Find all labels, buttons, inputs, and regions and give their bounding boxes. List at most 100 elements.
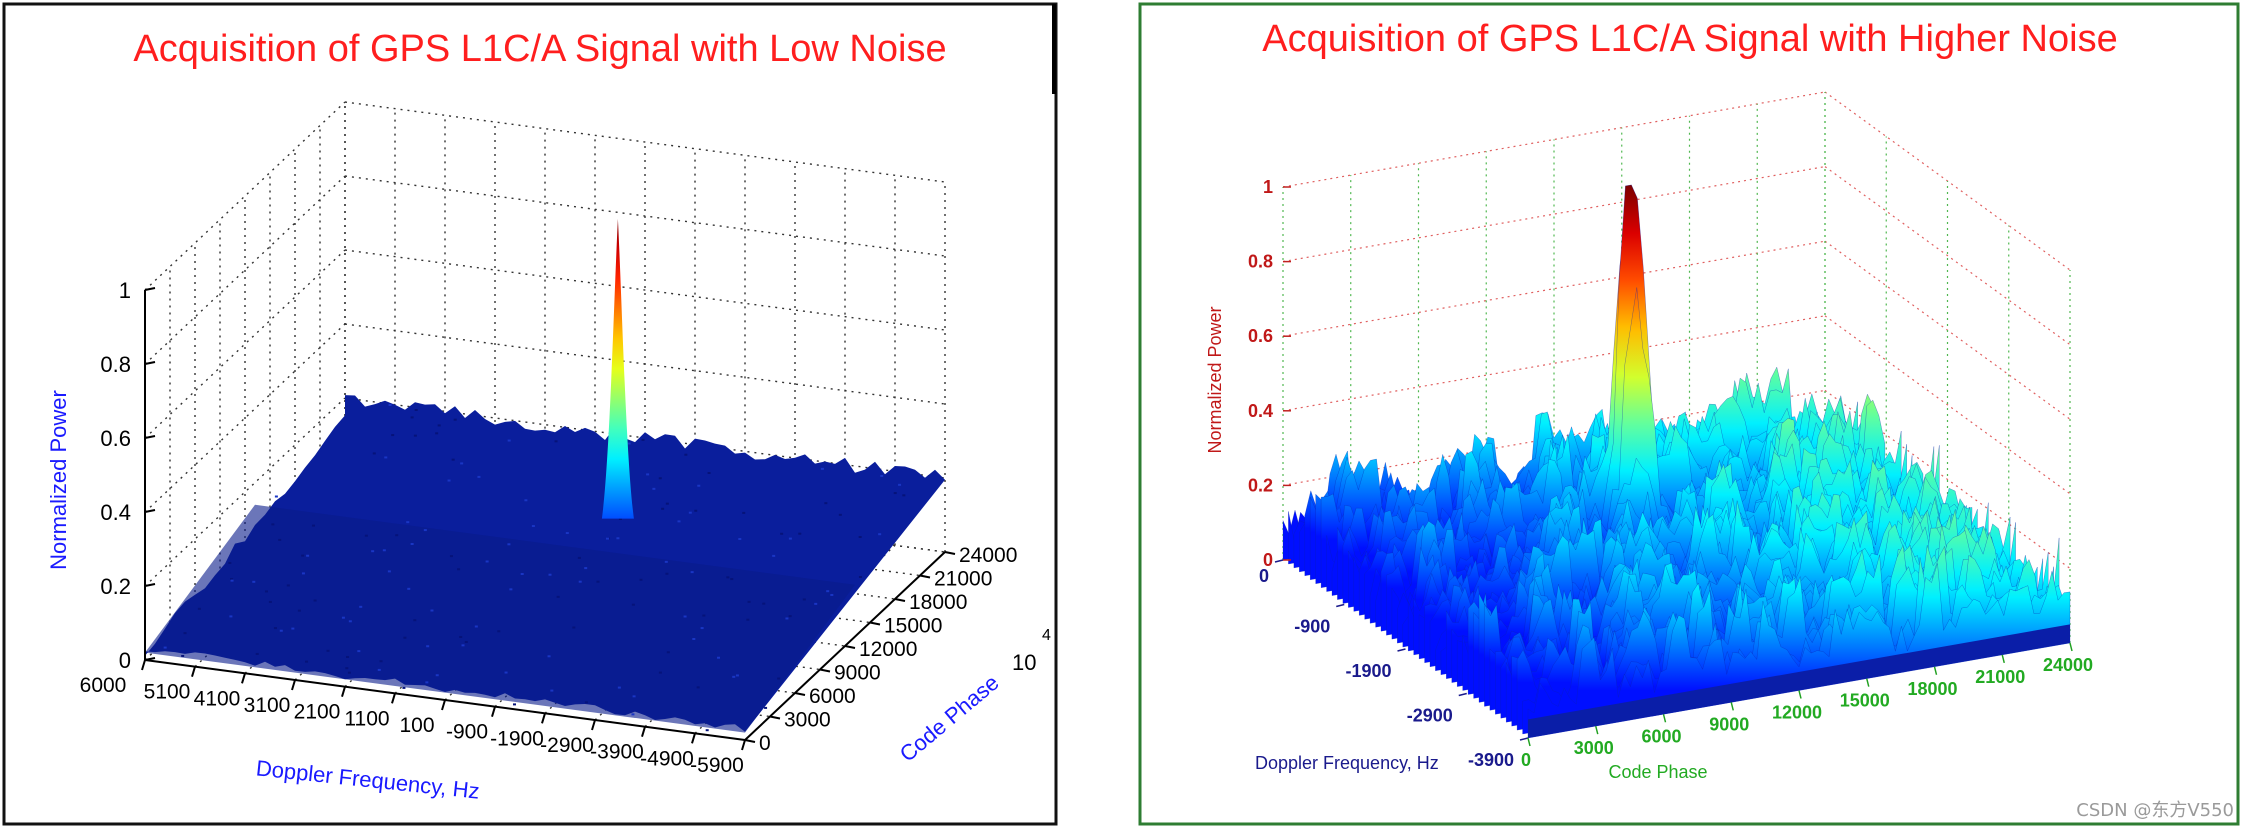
chart-panel-low-noise: Acquisition of GPS L1C/A Signal with Low… xyxy=(0,0,1060,828)
surface-front-edge xyxy=(1528,624,2070,738)
z-tick-label: 0 xyxy=(1263,550,1273,570)
surface-speckle xyxy=(229,615,233,618)
surface-speckle xyxy=(677,520,681,523)
surface-speckle xyxy=(665,502,669,505)
surface-speckle xyxy=(402,686,406,689)
surface-speckle xyxy=(451,458,455,461)
surface-speckle xyxy=(485,560,489,563)
surface-speckle xyxy=(554,440,558,443)
code-phase-tick xyxy=(894,598,906,602)
surface-speckle xyxy=(785,617,789,620)
code-phase-tick xyxy=(1662,714,1667,723)
surface-speckle xyxy=(230,577,234,580)
code-phase-tick xyxy=(944,551,956,555)
doppler-tick-label: -5900 xyxy=(690,754,744,777)
surface-speckle xyxy=(230,579,234,582)
z-tick-label: 0.2 xyxy=(100,574,131,599)
surface-speckle xyxy=(641,438,645,441)
code-phase-tick-label: 9000 xyxy=(1709,714,1749,734)
surface-speckle xyxy=(717,656,721,659)
surface-speckle xyxy=(379,660,383,663)
surface-speckle xyxy=(507,439,511,442)
surface-speckle xyxy=(550,689,554,692)
doppler-tick-label: 1100 xyxy=(344,707,389,730)
z-tick-label: 0.6 xyxy=(1248,326,1273,346)
surface-speckle xyxy=(802,598,806,601)
surface-speckle xyxy=(306,554,310,557)
z-tick-label: 0.4 xyxy=(1248,401,1273,421)
surface-speckle xyxy=(391,434,395,437)
exponent-superscript: 4 xyxy=(1042,627,1051,644)
code-phase-tick xyxy=(2001,654,2005,664)
surface-speckle xyxy=(692,638,696,641)
surface-speckle xyxy=(584,701,588,704)
doppler-tick xyxy=(441,699,446,711)
surface-speckle xyxy=(690,571,694,574)
surface-speckle xyxy=(301,572,305,575)
doppler-tick xyxy=(141,659,146,671)
surface-speckle xyxy=(702,614,706,617)
surface-speckle xyxy=(788,537,792,540)
surface-speckle xyxy=(459,635,463,638)
code-phase-tick-label: 18000 xyxy=(909,591,967,614)
surface-plot-higher-noise: 0 0.2 0.4 0.6 0.8 1 0 -900 -1900 -2900 -3900 0 3000 6… xyxy=(1138,2,2240,826)
doppler-tick-label: 4100 xyxy=(194,687,241,710)
doppler-tick-label: -4900 xyxy=(640,747,694,770)
surface-speckle xyxy=(507,543,511,546)
surface-speckle xyxy=(646,473,650,476)
surface-speckle xyxy=(382,549,386,552)
code-phase-tick-label: 0 xyxy=(759,732,771,755)
surface-speckle xyxy=(410,542,414,545)
grid-line xyxy=(344,249,946,331)
surface-speckle xyxy=(255,652,259,655)
code-phase-axis-label: Code Phase xyxy=(1608,762,1707,782)
surface-speckle xyxy=(826,590,830,593)
surface-speckle xyxy=(286,584,290,587)
surface-speckle xyxy=(271,523,275,526)
surface-speckle xyxy=(798,532,802,535)
surface-speckle xyxy=(730,578,734,581)
surface-speckle xyxy=(858,575,862,578)
chart-panel-higher-noise: Acquisition of GPS L1C/A Signal with Hig… xyxy=(1138,0,2242,828)
code-phase-tick-label: 0 xyxy=(1521,750,1531,770)
surface-speckle xyxy=(520,573,524,576)
surface-speckle xyxy=(509,588,513,591)
code-phase-tick-label: 3000 xyxy=(784,709,831,732)
surface-speckle xyxy=(902,494,906,497)
code-phase-tick-label: 6000 xyxy=(1641,726,1681,746)
surface-speckle xyxy=(273,627,277,630)
surface-speckle xyxy=(449,555,453,558)
surface-speckle xyxy=(437,424,441,427)
z-axis-label: Normalized Power xyxy=(1205,306,1225,453)
signal-peak xyxy=(601,218,634,519)
surface-speckle xyxy=(683,615,687,618)
surface-speckle xyxy=(341,616,345,619)
grid-line xyxy=(1282,315,1826,412)
surface-speckle xyxy=(407,587,411,590)
doppler-tick-label: -3900 xyxy=(1468,750,1514,770)
surface-speckle xyxy=(764,706,768,709)
doppler-tick-label: 5100 xyxy=(144,681,191,704)
surface-speckle xyxy=(364,534,368,537)
code-phase-tick-label: 21000 xyxy=(1975,667,2025,687)
surface-speckle xyxy=(639,578,643,581)
doppler-tick-label: -2900 xyxy=(540,734,594,757)
surface-speckle xyxy=(788,615,792,618)
surface-speckle xyxy=(474,625,478,628)
surface-speckle xyxy=(371,550,375,553)
code-phase-tick-label: 24000 xyxy=(959,544,1017,567)
doppler-tick-label: -2900 xyxy=(1407,706,1453,726)
surface-speckle xyxy=(746,618,750,621)
code-phase-tick-label: 21000 xyxy=(934,568,992,591)
surface-speckle xyxy=(372,452,376,455)
surface-speckle xyxy=(697,484,701,487)
surface-speckle xyxy=(556,595,560,598)
grid-line xyxy=(344,101,946,183)
grid-line xyxy=(1282,91,1826,188)
code-phase-tick-label: 6000 xyxy=(809,685,856,708)
grid-line xyxy=(1282,166,1826,263)
surface-speckle xyxy=(457,568,461,571)
surface-speckle xyxy=(664,560,668,563)
doppler-tick-label: 0 xyxy=(1259,566,1269,586)
z-tick xyxy=(144,361,156,365)
